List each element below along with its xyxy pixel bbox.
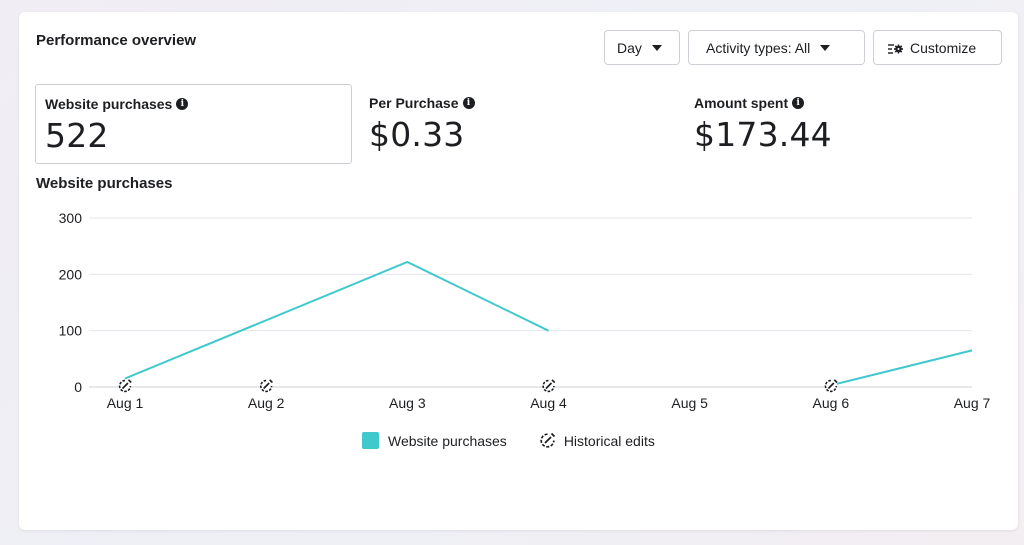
legend-item-historical-edits[interactable]: Historical edits [539,432,655,449]
metric-value: $173.44 [694,115,832,154]
metric-label: Amount spent [694,95,789,111]
x-tick-label: Aug 7 [954,395,991,411]
historical-edit-marker-icon [118,379,132,393]
y-tick-label: 100 [59,323,83,339]
legend-item-website-purchases[interactable]: Website purchases [362,432,507,449]
caret-down-icon [820,44,831,51]
metric-label: Website purchases [45,96,173,112]
y-tick-label: 0 [74,379,82,395]
metric-label-row: Website purchases i [45,96,189,112]
x-tick-label: Aug 6 [813,395,850,411]
info-icon[interactable]: i [176,98,189,110]
historical-edit-marker-icon [542,379,556,393]
series-line-website-purchases [830,349,973,387]
customize-gear-icon [887,41,903,55]
day-dropdown[interactable]: Day [604,30,680,65]
historical-edit-marker-icon [259,379,273,393]
chart-legend: Website purchases Historical edits [362,432,655,449]
historical-edit-marker-icon [824,379,838,393]
metric-label-row: Per Purchase i [369,95,475,111]
x-tick-label: Aug 4 [530,395,567,411]
performance-overview-card: Performance overview Day Activity types:… [19,12,1018,530]
x-tick-label: Aug 2 [248,395,285,411]
metric-per-purchase[interactable]: Per Purchase i $0.33 [369,84,669,164]
metric-value: $0.33 [369,115,465,154]
customize-label: Customize [910,39,977,56]
series-line-website-purchases [124,260,549,380]
metric-value: 522 [45,116,109,155]
metric-website-purchases[interactable]: Website purchases i 522 [35,84,352,164]
metric-label-row: Amount spent i [694,95,805,111]
y-tick-label: 200 [59,266,83,282]
info-icon[interactable]: i [462,97,475,109]
y-tick-label: 300 [59,210,83,226]
legend-swatch [362,432,379,449]
activity-types-label: Activity types: All [706,39,811,56]
info-icon[interactable]: i [792,97,805,109]
activity-types-dropdown[interactable]: Activity types: All [688,30,865,65]
x-tick-label: Aug 5 [671,395,708,411]
legend-label: Website purchases [388,432,507,449]
legend-label: Historical edits [563,432,655,449]
day-dropdown-label: Day [617,39,642,56]
customize-button[interactable]: Customize [873,30,1002,65]
metric-amount-spent[interactable]: Amount spent i $173.44 [694,84,994,164]
x-tick-label: Aug 1 [107,395,144,411]
x-tick-label: Aug 3 [389,395,426,411]
line-chart: 0 100 200 300 Aug 1 Aug 2 Aug 3 Aug 4 Aug 5 Aug 6… [59,210,991,411]
page-title: Performance overview [36,32,197,49]
metric-label: Per Purchase [369,95,459,111]
chart-title: Website purchases [36,175,173,192]
historical-edit-icon [539,432,556,449]
caret-down-icon [651,44,662,51]
